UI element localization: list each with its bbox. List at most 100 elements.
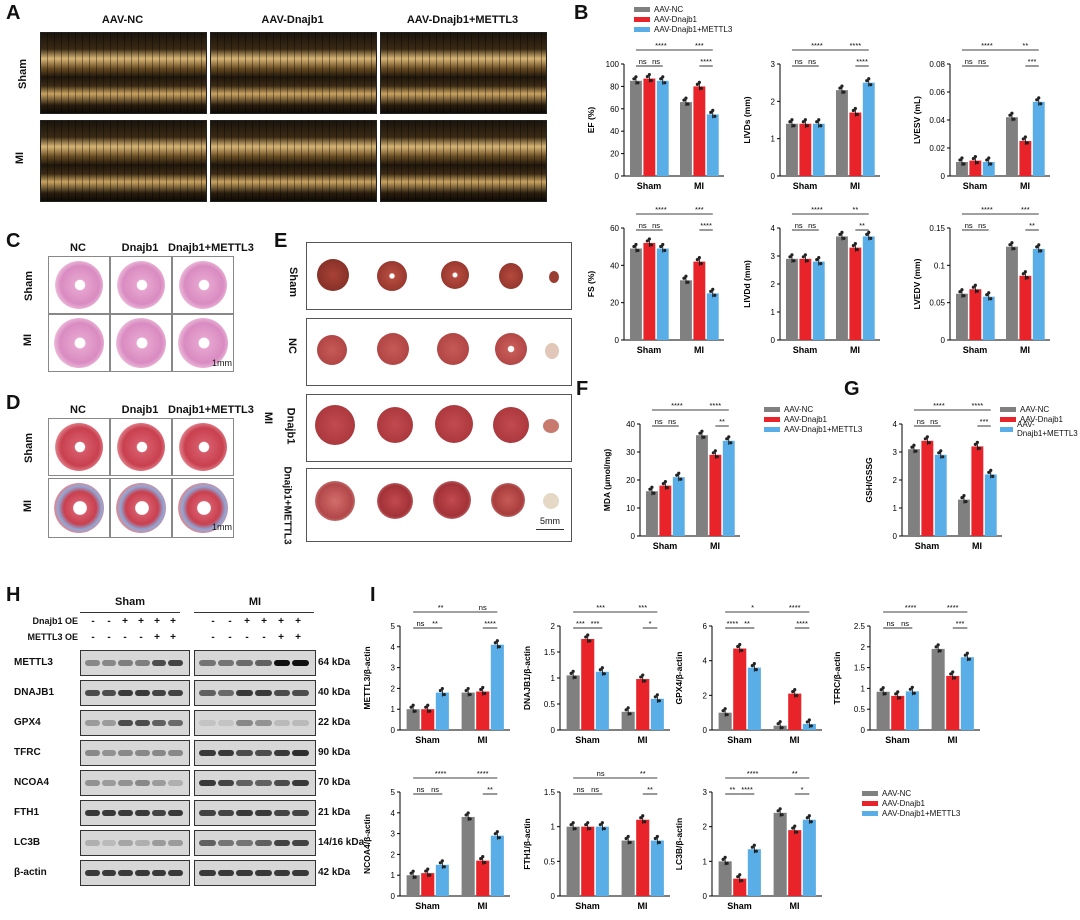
data-point (1035, 245, 1039, 249)
wb-kda-label: 64 kDa (318, 657, 351, 668)
wb-oe-sign: - (245, 632, 249, 643)
data-point (896, 690, 900, 694)
wb-oe-sign: - (91, 632, 95, 643)
y-tick-label: 2 (551, 622, 556, 631)
legend-label: AAV-Dnajb1 (1020, 414, 1063, 424)
data-point (881, 686, 885, 690)
data-point (987, 470, 991, 474)
data-point (807, 718, 811, 722)
data-point (725, 861, 729, 865)
bar (836, 90, 848, 176)
data-point (466, 811, 470, 815)
data-point (1023, 270, 1027, 274)
ttc-slice (545, 343, 559, 359)
data-point (809, 820, 813, 824)
data-point (842, 236, 846, 240)
y-tick-label: 30 (626, 448, 635, 457)
y-tick-label: 5 (391, 788, 396, 797)
data-point (428, 709, 432, 713)
wb-protein-label: β-actin (14, 867, 47, 878)
data-point (409, 705, 413, 709)
y-tick-label: 0 (615, 336, 620, 345)
x-tick-label: Sham (637, 181, 662, 191)
significance-label: **** (905, 603, 917, 612)
data-point (663, 248, 667, 253)
data-point (715, 455, 719, 459)
data-point (815, 258, 819, 262)
significance-label: **** (741, 785, 753, 794)
data-point (788, 120, 792, 124)
data-point (750, 845, 754, 849)
y-tick-label: 1 (551, 823, 556, 832)
data-point (495, 830, 499, 834)
wb-band (292, 780, 309, 786)
wb-oe-sign: - (228, 632, 232, 643)
data-point (468, 817, 472, 821)
data-point (752, 843, 756, 847)
heart-section (55, 423, 103, 471)
y-tick-label: 5 (391, 622, 396, 631)
x-tick-label: Sham (575, 735, 600, 745)
bar (581, 639, 595, 730)
data-point (648, 487, 652, 491)
data-point (936, 643, 940, 647)
wb-band (217, 810, 235, 816)
data-point (493, 832, 497, 836)
data-point (801, 120, 805, 124)
significance-label: ns (591, 785, 599, 794)
data-point (792, 124, 796, 128)
data-point (964, 500, 968, 504)
wb-oe-sign: + (261, 616, 267, 627)
data-point (440, 859, 444, 863)
wb-band (255, 720, 272, 726)
data-point (1025, 141, 1029, 145)
ttc-slice (315, 481, 355, 521)
ttc-slice (433, 481, 471, 519)
bar (490, 644, 504, 730)
data-point (643, 820, 647, 824)
data-point (793, 824, 797, 828)
wb-band (85, 870, 100, 876)
data-point (1039, 249, 1043, 253)
data-point (912, 691, 916, 695)
wb-band (168, 810, 183, 816)
bar (696, 435, 708, 536)
bar (862, 82, 875, 176)
data-point (729, 441, 733, 445)
data-point (424, 705, 428, 709)
significance-label: ** (744, 619, 750, 628)
ttc-slice (499, 263, 523, 289)
significance-label: *** (1028, 57, 1037, 66)
data-point (727, 435, 731, 439)
data-point (586, 821, 590, 825)
bar (490, 835, 504, 896)
data-point (1021, 272, 1025, 276)
y-tick-label: 0.5 (854, 705, 866, 714)
significance-label: **** (710, 401, 722, 410)
bar (646, 491, 658, 536)
significance-label: ** (1029, 221, 1035, 230)
bar (1032, 101, 1045, 176)
significance-label: **** (933, 401, 945, 410)
data-point (778, 807, 782, 811)
scale-bar (536, 529, 564, 530)
wb-oe-label: Dnajb1 OE (32, 616, 78, 626)
y-tick-label: 0 (551, 892, 556, 901)
data-point (809, 724, 813, 728)
data-point (723, 707, 727, 711)
y-axis-label: LVEDV (mm) (912, 258, 922, 309)
wb-band (199, 780, 216, 786)
data-point (815, 120, 819, 124)
significance-label: ns (930, 417, 938, 426)
bar (722, 440, 735, 536)
y-axis-label: LC3B/β-actin (674, 818, 684, 870)
significance-label: ns (965, 221, 973, 230)
wb-band (85, 810, 100, 816)
wb-band (199, 750, 216, 756)
data-point (792, 259, 796, 263)
data-point (989, 468, 993, 472)
y-tick-label: 1 (771, 135, 776, 144)
significance-label: ** (852, 205, 858, 214)
wb-oe-sign: + (295, 616, 301, 627)
wb-band (292, 720, 309, 726)
